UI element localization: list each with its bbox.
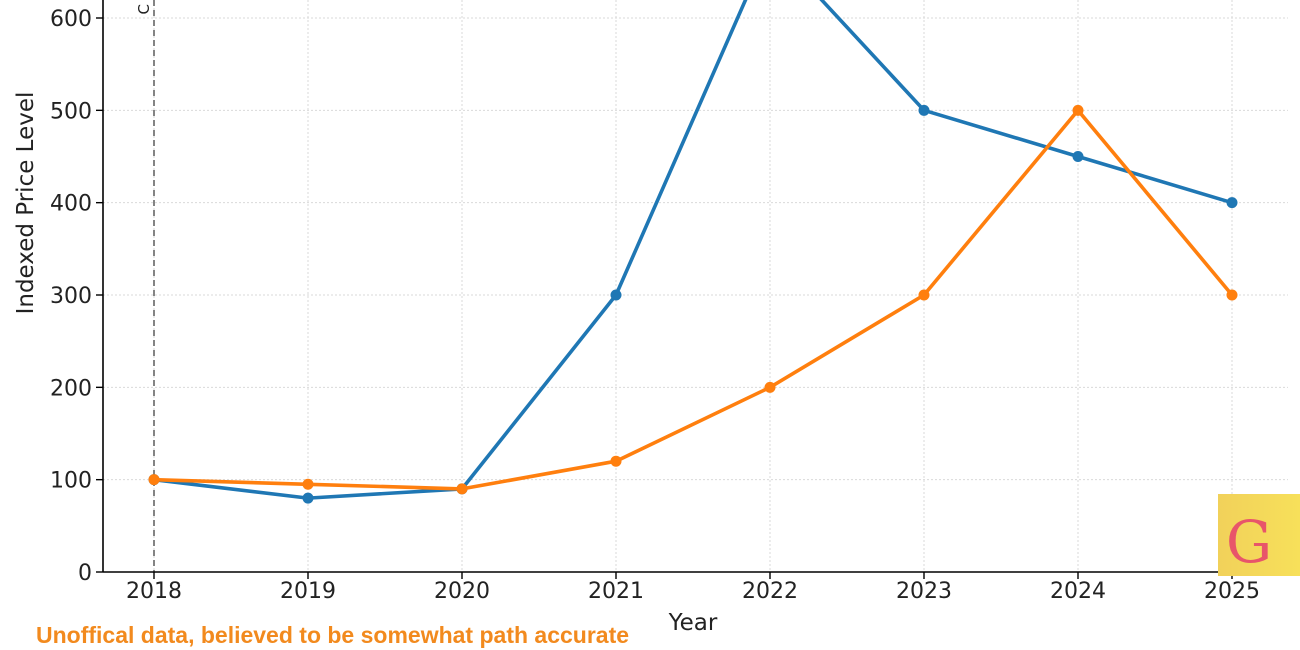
data-point — [1226, 289, 1238, 301]
series-line — [153, 108, 1234, 491]
y-tick-label: 0 — [78, 561, 92, 586]
data-point — [610, 289, 622, 301]
data-point — [1226, 197, 1238, 209]
footer-note: Unoffical data, believed to be somewhat … — [36, 622, 630, 648]
x-tick-label: 2025 — [1204, 579, 1260, 604]
series-2 — [148, 104, 1238, 495]
data-point — [610, 455, 622, 467]
x-tick-label: 2024 — [1050, 579, 1106, 604]
x-tick-label: 2022 — [742, 579, 798, 604]
logo-letter: G — [1225, 508, 1273, 576]
series-group — [148, 0, 1238, 504]
grid — [103, 0, 1288, 572]
brand-logo: G — [1218, 494, 1300, 576]
x-axis-label: Year — [668, 610, 718, 636]
y-tick-label: 100 — [50, 469, 92, 494]
y-axis-label: Indexed Price Level — [13, 92, 39, 315]
data-point — [918, 104, 930, 116]
data-point — [764, 381, 776, 393]
y-tick-label: 400 — [50, 192, 92, 217]
data-point — [456, 483, 468, 495]
y-tick-label: 300 — [50, 284, 92, 309]
x-tick-label: 2018 — [126, 579, 182, 604]
series-1 — [148, 0, 1238, 504]
data-point — [918, 289, 930, 301]
y-tick-label: 200 — [50, 376, 92, 401]
x-tick-label: 2021 — [588, 579, 644, 604]
data-point — [1072, 151, 1084, 162]
y-tick-label: 600 — [50, 7, 92, 32]
y-tick-label: 500 — [50, 99, 92, 124]
x-tick-label: 2019 — [280, 579, 336, 604]
data-point — [148, 474, 160, 486]
reference-line-label: C — [135, 4, 153, 14]
axes — [102, 0, 1288, 573]
data-point — [1072, 104, 1084, 116]
series-line — [153, 0, 1233, 500]
x-tick-label: 2023 — [896, 579, 952, 604]
x-tick-label: 2020 — [434, 579, 490, 604]
ticks: 2018 2019 2020 2021 2022 2023 2024 2025 0 100 200 3… — [50, 7, 1260, 604]
reference-line-group: C — [135, 0, 155, 572]
data-point — [302, 492, 314, 504]
data-point — [302, 478, 314, 490]
